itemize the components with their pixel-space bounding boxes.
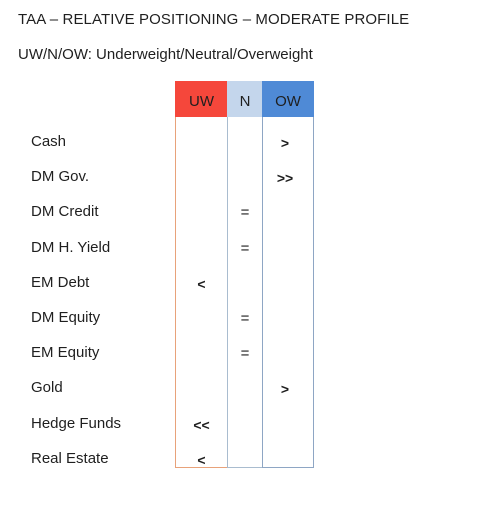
column-header-uw: UW: [175, 81, 228, 117]
row-label: Real Estate: [31, 450, 109, 467]
position-mark-n: =: [240, 204, 250, 221]
position-mark-uw: <: [197, 452, 206, 468]
row-label: DM Gov.: [31, 168, 90, 185]
column-overweight: OW: [262, 81, 314, 468]
column-neutral: N: [227, 81, 263, 468]
position-mark-n: =: [240, 240, 250, 257]
row-label: Gold: [31, 379, 63, 396]
position-mark-uw: <: [197, 276, 206, 292]
position-mark-n: =: [240, 345, 250, 362]
position-mark-ow: >: [280, 135, 290, 151]
row-label: EM Equity: [31, 344, 100, 361]
position-mark-ow: >: [280, 381, 290, 397]
position-mark-uw: <<: [193, 417, 210, 433]
column-header-ow: OW: [262, 81, 314, 117]
row-label: EM Debt: [31, 274, 90, 291]
column-header-n: N: [227, 81, 263, 117]
row-label: DM H. Yield: [31, 239, 111, 256]
legend-subtitle: UW/N/OW: Underweight/Neutral/Overweight: [18, 46, 313, 63]
row-label: DM Equity: [31, 309, 101, 326]
row-label: Cash: [31, 133, 67, 150]
page-title: TAA – RELATIVE POSITIONING – MODERATE PR…: [18, 11, 410, 28]
position-mark-ow: >>: [276, 170, 294, 186]
position-mark-n: =: [240, 310, 250, 327]
row-label: DM Credit: [31, 203, 99, 220]
row-label: Hedge Funds: [31, 415, 122, 432]
